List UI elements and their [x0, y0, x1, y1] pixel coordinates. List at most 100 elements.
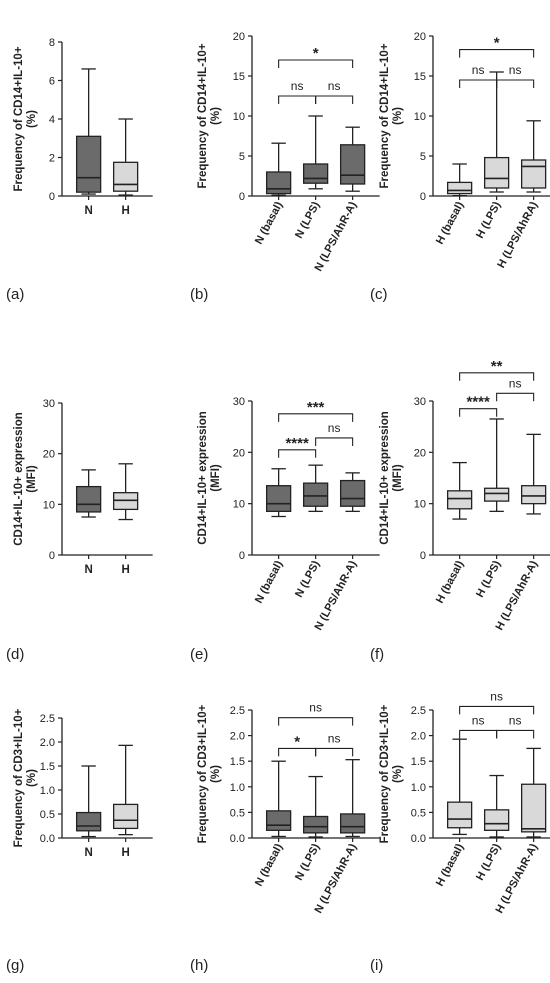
- box-iqr: [339, 479, 366, 507]
- y-tick-label: 0.0: [411, 833, 426, 845]
- y-axis-label-line: (%): [26, 769, 38, 787]
- y-axis-label: CD14+IL-10+ expression(MFI): [197, 411, 222, 545]
- y-tick-label: 2.0: [411, 731, 426, 743]
- chart-panel-6: 0 10 20 30 CD14+IL-10+ expression(MFI) H (bas…: [379, 358, 550, 632]
- x-tick-label: N: [84, 205, 92, 217]
- significance-label: ns: [509, 63, 522, 77]
- y-tick-label: 0.5: [411, 807, 426, 819]
- significance-label: *: [294, 733, 300, 750]
- y-axis-label-line: (%): [210, 107, 222, 125]
- significance-bracket: [459, 49, 535, 58]
- significance-label: ns: [509, 376, 522, 390]
- y-tick-label: 6: [49, 76, 55, 88]
- significance-label: ns: [490, 689, 503, 703]
- chart-panel-8: 0.0 0.5 1.0 1.5 2.0 2.5 Frequency of CD3+IL-10…: [197, 701, 380, 915]
- panel-letter-g: (g): [6, 957, 25, 974]
- y-axis-label: Frequency of CD14+IL-10+(%): [379, 43, 404, 188]
- y-tick-label: 0.5: [230, 807, 245, 819]
- chart-panel-5: 0 10 20 30 CD14+IL-10+ expression(MFI) N (bas…: [197, 396, 380, 632]
- box-iqr: [265, 810, 292, 831]
- y-tick-label: 10: [43, 499, 55, 511]
- x-tick-label: H: [121, 205, 129, 217]
- box-iqr: [339, 144, 366, 185]
- x-tick-label: H (LPS): [474, 558, 503, 599]
- y-tick-label: 10: [414, 499, 426, 511]
- box-iqr: [520, 783, 547, 833]
- y-tick-label: 1.0: [40, 785, 55, 797]
- significance-bracket: [278, 95, 317, 104]
- y-tick-label: 30: [43, 398, 55, 410]
- x-tick-label: H (basal): [434, 199, 467, 246]
- x-tick-label: N (LPS): [293, 558, 322, 599]
- box-iqr: [520, 485, 547, 505]
- x-tick-label: N (LPS/AhR-A): [313, 199, 360, 273]
- y-tick-label: 0: [49, 191, 55, 203]
- box-iqr: [446, 490, 473, 510]
- chart-panel-2: 0 5 10 15 20 Frequency of CD14+IL-10+(%) N (ba…: [197, 31, 380, 273]
- y-axis-label-line: (%): [210, 765, 222, 783]
- y-axis-label: CD14+IL-10+ expression(MFI): [379, 411, 404, 545]
- y-axis-label-line: CD14+IL-10+ expression: [379, 411, 391, 545]
- panel-letter-f: (f): [370, 646, 385, 663]
- significance-bracket: [278, 59, 354, 68]
- significance-bracket: [459, 729, 498, 739]
- box-iqr: [483, 156, 510, 189]
- significance-bracket: [496, 392, 535, 402]
- box-iqr: [483, 487, 510, 502]
- x-tick-label: N (basal): [253, 558, 286, 605]
- significance-bracket: [315, 747, 354, 757]
- chart-panel-9: 0.0 0.5 1.0 1.5 2.0 2.5 Frequency of CD3+IL-10…: [379, 689, 550, 915]
- y-tick-label: 1.0: [411, 782, 426, 794]
- panel-letter-d: (d): [6, 646, 25, 663]
- y-tick-label: 4: [49, 114, 55, 126]
- y-axis-label-line: (MFI): [392, 464, 404, 492]
- panel-letter-h: (h): [190, 957, 209, 974]
- box-iqr: [483, 809, 510, 831]
- chart-panel-1: 0 2 4 6 8 Frequency of CD14+IL-10+(%) N H: [13, 37, 153, 217]
- significance-label: ns: [509, 713, 522, 727]
- significance-label: *: [494, 35, 500, 52]
- x-tick-label: H: [121, 847, 129, 859]
- significance-bracket: [315, 437, 354, 446]
- y-axis-label-line: Frequency of CD3+IL-10+: [197, 704, 209, 843]
- significance-bracket: [278, 449, 317, 458]
- x-tick-label: H (basal): [434, 558, 467, 605]
- y-tick-label: 2.5: [411, 705, 426, 717]
- y-tick-label: 0: [49, 550, 55, 562]
- box-iqr: [265, 171, 292, 195]
- y-axis-label-line: (MFI): [26, 465, 38, 493]
- y-axis-label: CD14+IL-10+ expression(MFI): [13, 412, 38, 546]
- panel-letter-a: (a): [6, 286, 25, 303]
- significance-label: *: [313, 45, 319, 62]
- significance-bracket: [459, 705, 535, 715]
- significance-bracket: [315, 95, 354, 104]
- y-tick-label: 0.5: [40, 809, 55, 821]
- significance-label: ****: [285, 435, 309, 452]
- y-axis-label-line: (MFI): [210, 464, 222, 492]
- y-tick-label: 5: [420, 151, 426, 163]
- box-iqr: [112, 161, 139, 192]
- y-tick-label: 2.5: [40, 713, 55, 725]
- x-tick-label: N (basal): [253, 841, 286, 888]
- y-tick-label: 20: [414, 447, 426, 459]
- x-tick-label: H (basal): [434, 841, 467, 888]
- y-tick-label: 20: [414, 31, 426, 43]
- significance-bracket: [278, 413, 354, 422]
- box-iqr: [75, 485, 102, 513]
- x-tick-label: N (LPS/AhR-A): [313, 558, 360, 632]
- y-axis-label-line: Frequency of CD14+IL-10+: [379, 43, 391, 188]
- y-tick-label: 8: [49, 37, 55, 49]
- y-tick-label: 2.0: [40, 737, 55, 749]
- x-tick-label: N (LPS/AhR-A): [313, 841, 360, 915]
- y-axis-label-line: CD14+IL-10+ expression: [13, 412, 25, 546]
- significance-bracket: [496, 79, 535, 88]
- y-tick-label: 2.5: [230, 705, 245, 717]
- y-tick-label: 2.0: [230, 731, 245, 743]
- y-tick-label: 0: [420, 191, 426, 203]
- panel-letter-e: (e): [190, 646, 209, 663]
- y-tick-label: 20: [233, 447, 245, 459]
- y-tick-label: 1.5: [230, 756, 245, 768]
- y-axis-label-line: Frequency of CD14+IL-10+: [197, 43, 209, 188]
